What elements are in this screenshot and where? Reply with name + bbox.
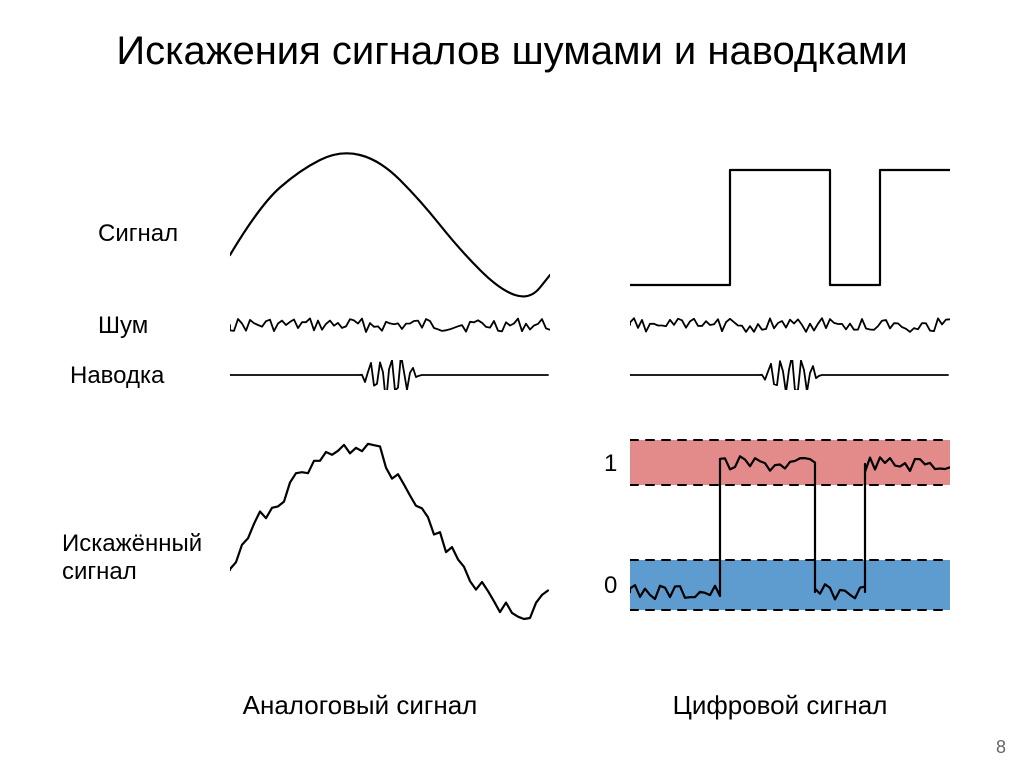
label-signal: Сигнал — [98, 220, 178, 248]
interference-wave-digital — [630, 360, 950, 390]
page-number: 8 — [996, 737, 1006, 758]
label-level-0: 0 — [604, 572, 617, 600]
slide-title: Искажения сигналов шумами и наводками — [0, 28, 1024, 74]
label-interference: Наводка — [70, 362, 164, 390]
digital-signal-wave — [630, 145, 950, 310]
label-distorted-2: сигнал — [62, 558, 137, 586]
label-noise: Шум — [98, 312, 148, 340]
interference-wave-analog — [230, 360, 550, 390]
label-distorted-1: Искажённый — [62, 530, 202, 558]
label-level-1: 1 — [604, 450, 617, 478]
label-digital: Цифровой сигнал — [600, 690, 960, 721]
label-analog: Аналоговый сигнал — [180, 690, 540, 721]
analog-distorted-wave — [230, 420, 550, 635]
digital-distorted-wave — [630, 420, 950, 635]
noise-wave-digital — [630, 310, 950, 340]
noise-wave-analog — [230, 310, 550, 340]
analog-signal-wave — [230, 145, 550, 310]
